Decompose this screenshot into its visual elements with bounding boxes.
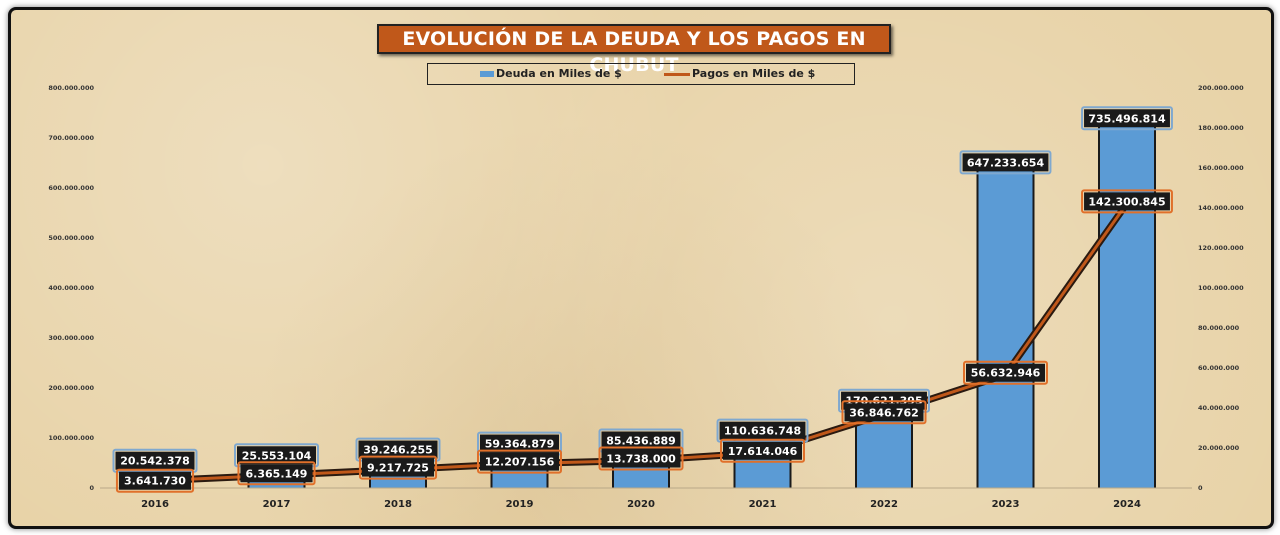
pagos-data-label-bg	[480, 452, 559, 471]
deuda-data-label: 735.496.814	[1088, 112, 1166, 125]
x-tick-label: 2024	[1113, 499, 1141, 510]
deuda-data-label-border	[1081, 106, 1173, 131]
y-right-tick-label: 0	[1198, 484, 1203, 492]
pagos-data-label-border	[477, 449, 562, 474]
y-right-tick-label: 200.000.000	[1198, 84, 1244, 92]
x-tick-label: 2020	[627, 499, 655, 510]
y-left-tick-label: 0	[89, 484, 94, 492]
x-tick-label: 2017	[263, 499, 291, 510]
chart-legend: Deuda en Miles de $ Pagos en Miles de $	[427, 63, 855, 85]
deuda-data-label: 110.636.748	[724, 425, 801, 438]
pagos-data-label-border	[237, 461, 316, 486]
pagos-data-label-bg	[723, 441, 802, 460]
pagos-data-label-bg	[844, 403, 924, 422]
deuda-data-label-bg	[601, 431, 681, 450]
deuda-data-label-bg	[358, 440, 438, 459]
y-right-tick-label: 80.000.000	[1198, 324, 1240, 332]
pagos-data-label: 36.846.762	[849, 406, 919, 419]
legend-swatch-pagos	[664, 73, 690, 76]
pagos-data-label: 3.641.730	[124, 475, 186, 488]
pagos-data-label: 17.614.046	[728, 445, 798, 458]
legend-swatch-deuda	[480, 71, 494, 77]
y-left-tick-label: 600.000.000	[48, 184, 94, 192]
x-tick-label: 2018	[384, 499, 412, 510]
deuda-data-label-border	[959, 150, 1052, 175]
deuda-data-label-bg	[962, 153, 1049, 172]
y-right-tick-label: 180.000.000	[1198, 124, 1244, 132]
deuda-data-label: 647.233.654	[967, 156, 1045, 169]
x-tick-label: 2022	[870, 499, 898, 510]
pagos-data-label-border	[115, 468, 195, 493]
y-right-tick-label: 60.000.000	[1198, 364, 1240, 372]
y-right-tick-label: 160.000.000	[1198, 164, 1244, 172]
y-left-tick-label: 100.000.000	[48, 434, 94, 442]
y-right-tick-label: 140.000.000	[1198, 204, 1244, 212]
y-right-tick-label: 20.000.000	[1198, 444, 1240, 452]
pagos-data-label-bg	[118, 471, 192, 490]
pagos-data-label-bg	[361, 458, 435, 477]
deuda-data-label: 85.436.889	[606, 435, 676, 448]
deuda-data-label-border	[716, 418, 809, 443]
pagos-data-label-bg	[966, 363, 1045, 382]
legend-label-pagos: Pagos en Miles de $	[692, 67, 816, 80]
deuda-data-label: 20.542.378	[120, 455, 190, 468]
x-tick-label: 2021	[749, 499, 777, 510]
pagos-data-label-border	[963, 360, 1048, 385]
y-left-tick-label: 200.000.000	[48, 384, 94, 392]
chart-frame	[8, 7, 1274, 529]
pagos-data-label-bg	[1084, 192, 1170, 211]
deuda-data-label: 39.246.255	[363, 444, 433, 457]
y-left-tick-label: 800.000.000	[48, 84, 94, 92]
chart-title: EVOLUCIÓN DE LA DEUDA Y LOS PAGOS EN CHU…	[377, 24, 891, 76]
y-right-tick-label: 40.000.000	[1198, 404, 1240, 412]
deuda-data-label: 59.364.879	[485, 438, 555, 451]
legend-label-deuda: Deuda en Miles de $	[496, 67, 622, 80]
pagos-data-label-border	[841, 400, 927, 425]
bar	[978, 165, 1033, 488]
y-right-tick-label: 120.000.000	[1198, 244, 1244, 252]
pagos-data-label: 142.300.845	[1088, 195, 1165, 208]
deuda-data-label-bg	[1084, 109, 1170, 128]
deuda-data-label-bg	[237, 446, 316, 465]
y-left-tick-label: 500.000.000	[48, 234, 94, 242]
pagos-data-label: 6.365.149	[246, 467, 308, 480]
x-tick-label: 2019	[506, 499, 534, 510]
pagos-data-label-border	[358, 455, 438, 480]
pagos-data-label: 56.632.946	[971, 367, 1041, 380]
pagos-data-label-border	[1081, 189, 1173, 214]
deuda-data-label-bg	[115, 451, 195, 470]
pagos-data-label-border	[598, 446, 684, 471]
y-left-tick-label: 700.000.000	[48, 134, 94, 142]
pagos-data-label-bg	[240, 464, 313, 483]
x-tick-label: 2023	[992, 499, 1020, 510]
pagos-data-label-bg	[601, 449, 681, 468]
deuda-data-label: 25.553.104	[242, 449, 312, 462]
deuda-data-label-bg	[719, 421, 806, 440]
pagos-data-label-border	[720, 438, 805, 463]
y-right-tick-label: 100.000.000	[1198, 284, 1244, 292]
pagos-data-label: 13.738.000	[606, 453, 676, 466]
y-left-tick-label: 400.000.000	[48, 284, 94, 292]
bar	[1100, 121, 1154, 489]
pagos-data-label: 9.217.725	[367, 462, 429, 475]
pagos-data-label: 12.207.156	[485, 456, 555, 469]
x-tick-label: 2016	[141, 499, 169, 510]
y-left-tick-label: 300.000.000	[48, 334, 94, 342]
deuda-data-label-bg	[480, 434, 559, 453]
